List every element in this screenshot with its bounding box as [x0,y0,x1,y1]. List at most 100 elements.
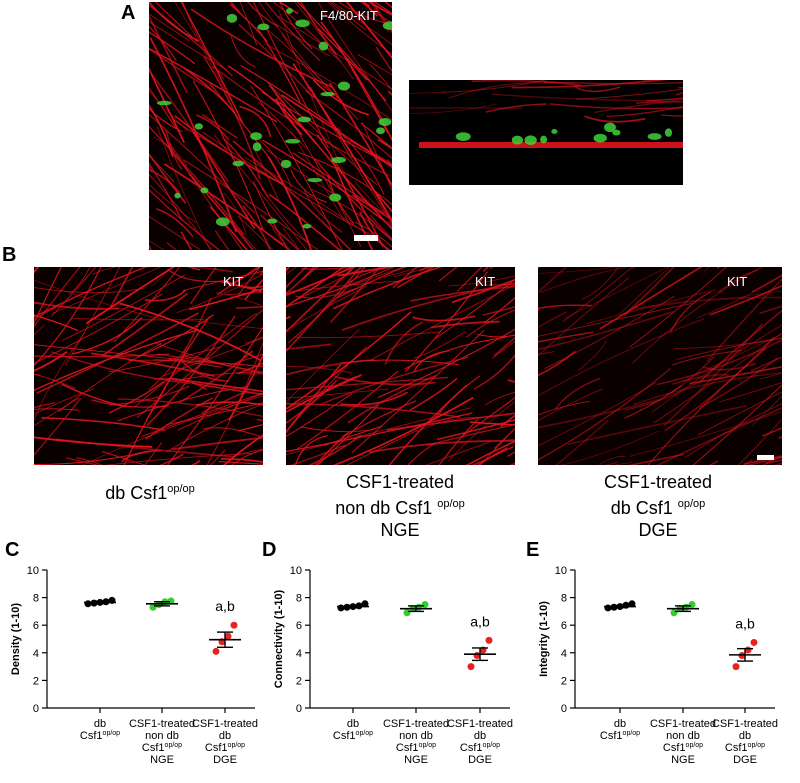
caption-b3-line2-sup: op/op [677,498,706,510]
kit-network-image [286,267,515,465]
x-tick-label: Csf1op/op [205,742,245,754]
x-tick-label: Csf1op/op [333,730,373,742]
x-tick-label: NGE [150,754,174,766]
x-tick-label: CSF1-treated [383,718,449,730]
scale-bar-a [354,235,378,241]
y-axis-label: Integrity (1-10) [538,601,550,677]
y-axis-label: Density (1-10) [10,603,22,675]
x-tick-label: Csf1op/op [80,730,120,742]
x-tick-label: DGE [213,754,237,766]
micrograph-b2 [286,267,515,465]
data-point [688,601,696,608]
y-tick-label: 4 [33,648,39,660]
y-tick-label: 0 [561,703,567,715]
x-tick-label: Csf1op/op [663,742,703,754]
x-tick-label: Csf1op/op [142,742,182,754]
x-tick-label: Csf1op/op [725,742,765,754]
x-tick-label: db [94,718,106,730]
caption-b3: CSF1-treated db Csf1 op/op DGE [558,471,758,541]
data-point [337,604,345,612]
caption-b2-line3: NGE [380,520,420,540]
data-point [670,609,678,617]
kit-network-image [34,267,263,465]
x-tick-label: db [614,718,626,730]
micrograph-b1-label: KIT [223,274,244,289]
kit-network-image [538,267,782,465]
significance-annotation: a,b [735,615,755,631]
y-tick-label: 10 [290,565,302,577]
significance-annotation: a,b [215,598,235,614]
x-tick-label: Csf1op/op [396,742,436,754]
y-tick-label: 0 [296,703,302,715]
data-point [149,603,157,611]
micrograph-b3-label: KIT [727,274,748,289]
x-tick-label: NGE [404,754,428,766]
data-point [604,604,612,612]
x-tick-label: Csf1op/op [460,742,500,754]
caption-b2-line1: CSF1-treated [345,472,455,492]
x-tick-label: DGE [733,754,757,766]
data-point [212,647,220,655]
caption-b2-line2-sup: op/op [437,498,465,510]
data-point [167,597,175,605]
y-tick-label: 4 [561,648,567,660]
data-point [421,601,429,608]
caption-b2-line2: non db Csf1 op/op [300,493,500,519]
x-tick-label: non db [145,730,179,742]
micrograph-b3 [538,267,782,465]
caption-b3-line1: CSF1-treated [603,472,713,492]
x-tick-label: CSF1-treated [650,718,716,730]
y-tick-label: 8 [296,593,302,605]
data-point [732,663,740,671]
data-point [224,632,232,640]
significance-annotation: a,b [470,613,490,629]
y-tick-label: 6 [561,620,567,632]
y-tick-label: 8 [33,593,39,605]
panel-letter: D [262,539,276,561]
y-tick-label: 2 [33,675,39,687]
fiber-network-image [149,2,392,250]
x-tick-label: CSF1-treated [129,718,195,730]
data-point [361,600,369,608]
x-tick-label: CSF1-treated [192,718,258,730]
caption-b3-line2: db Csf1 op/op [558,493,758,519]
caption-b3-line3: DGE [638,520,678,540]
panel-letter-a: A [121,2,136,24]
caption-b2: CSF1-treated non db Csf1 op/op NGE [300,471,500,541]
x-tick-label: db [219,730,231,742]
micrograph-a-main [149,2,392,250]
caption-b1: db Csf1op/op [60,478,240,504]
micrograph-a-label: F4/80-KIT [320,8,378,23]
side-view-image [409,80,683,185]
y-tick-label: 2 [561,675,567,687]
scale-bar-b [757,455,774,460]
data-point [485,636,493,644]
y-tick-label: 2 [296,675,302,687]
panel-letter: E [526,539,539,561]
y-axis-label: Connectivity (1-10) [273,589,285,688]
x-tick-label: CSF1-treated [712,718,778,730]
caption-b1-sup: op/op [167,483,195,495]
data-point [84,600,92,608]
y-tick-label: 6 [33,620,39,632]
caption-b1-text: db Csf1 [105,483,168,503]
y-tick-label: 10 [555,565,567,577]
data-point [628,600,636,608]
micrograph-a-side-view [409,80,683,185]
x-tick-label: non db [399,730,433,742]
caption-b2-line2-text: non db Csf1 [335,498,438,518]
panel-letter-b: B [2,244,17,266]
y-tick-label: 10 [27,565,39,577]
x-tick-label: NGE [671,754,695,766]
caption-b3-line2-text: db Csf1 [610,498,678,518]
x-tick-label: DGE [468,754,492,766]
y-tick-label: 0 [33,703,39,715]
x-tick-label: non db [666,730,700,742]
x-tick-label: db [739,730,751,742]
x-tick-label: db [347,718,359,730]
data-point [403,609,411,617]
